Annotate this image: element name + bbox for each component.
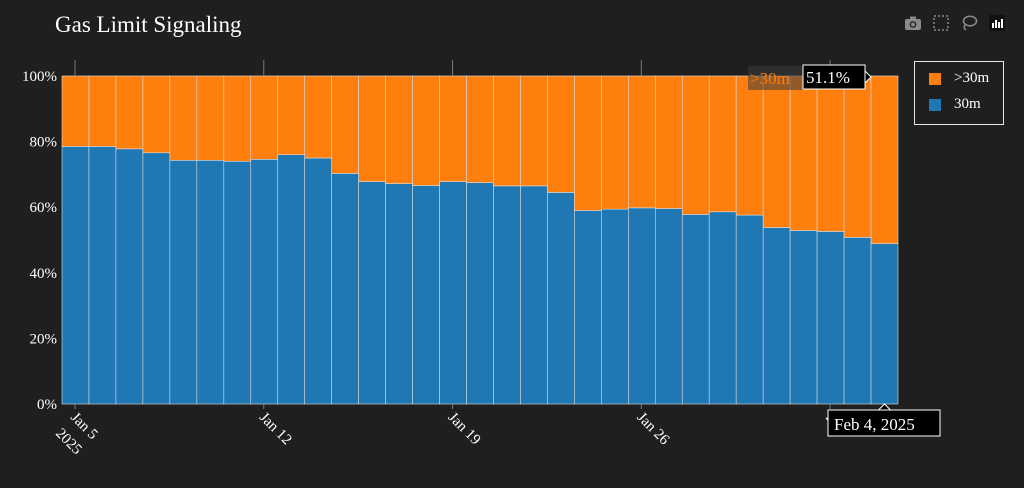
bar-30m [331,173,359,405]
bar-above-30m [358,75,386,182]
hover-value-box [802,64,866,90]
bar-above-30m [708,75,737,213]
bar-above-30m [654,75,683,209]
bar-above-30m [223,75,252,162]
hover-labels: >30m 51.1% Feb 4, 2025 [748,64,941,437]
bar-above-30m [843,75,872,238]
bar-30m [223,160,252,405]
bar-above-30m [628,75,656,209]
bar-30m [520,185,548,405]
bar-above-30m [816,75,845,232]
hover-value-pointer [864,69,872,85]
legend-item-base[interactable]: 30m [929,96,981,113]
bar-above-30m [789,75,818,231]
bar-30m [601,208,629,405]
hover-date-pointer [877,403,892,411]
bar-above-30m [196,75,225,161]
y-axis: 0% 20% 40% 60% 80% 100% [22,69,57,413]
bar-30m [61,146,90,405]
bar-above-30m [870,75,899,244]
bar-above-30m [142,75,171,154]
y-tick-label: 80% [30,135,58,151]
legend-label-base: 30m [954,96,981,112]
y-tick-label: 40% [30,266,58,282]
hover-value-label: 51.1% [806,68,850,87]
box-select-icon[interactable] [932,14,950,32]
bar-30m [654,208,683,405]
bar-30m [88,146,117,405]
bar-30m [762,227,791,405]
bar-above-30m [412,75,440,186]
lasso-select-icon[interactable] [960,14,978,32]
x-tick-label: Jan 19 [445,410,484,449]
legend-swatch-base [929,98,941,111]
bar-30m [439,181,467,405]
bar-30m [196,159,225,405]
bar-above-30m [277,75,306,156]
bar-30m [735,214,764,405]
bar-30m [870,243,899,405]
y-tick-label: 100% [22,69,57,85]
camera-icon[interactable] [904,14,922,32]
legend-swatch-above [929,72,941,85]
bar-30m [547,192,575,405]
x-tick-label: Jan 26 [633,410,672,449]
bar-30m [412,185,440,405]
bar-above-30m [493,75,521,187]
bar-above-30m [169,75,198,161]
y-tick-label: 60% [30,200,58,216]
bar-30m [142,152,171,405]
bar-30m [466,182,494,405]
bar-30m [708,211,737,405]
bar-above-30m [250,75,279,160]
bar-above-30m [88,75,117,147]
hover-series-label: >30m [750,69,790,88]
bar-above-30m [61,75,90,147]
bar-30m [115,148,144,405]
plotly-logo-icon[interactable] [988,14,1006,32]
bar-above-30m [466,75,494,183]
bar-above-30m [331,75,359,174]
legend-label-above: >30m [954,70,990,86]
bar-30m [304,157,332,405]
bar-above-30m [115,75,144,150]
bar-30m [574,210,602,405]
chart-title: Gas Limit Signaling [55,12,242,37]
bar-30m [358,181,386,405]
bar-30m [789,230,818,405]
bar-30m [250,159,279,405]
x-tick-label: Jan 12 [256,410,295,449]
bar-above-30m [520,75,548,187]
bar-30m [169,159,198,405]
modebar [904,14,1006,32]
bar-30m [628,207,656,405]
bar-above-30m [385,75,413,184]
hover-series-bg [748,66,804,90]
bar-30m [385,183,413,405]
bar-above-30m [735,75,764,216]
y-tick-label: 20% [30,331,58,347]
bar-30m [493,185,521,405]
bar-30m [843,237,872,405]
bar-above-30m [762,75,791,228]
bar-above-30m [601,75,629,210]
bar-30m [681,214,710,405]
legend: >30m 30m [914,61,1004,125]
bar-above-30m [681,75,710,215]
bar-above-30m [439,75,467,182]
bar-above-30m [574,75,602,211]
bar-30m [277,154,306,405]
hover-date-box [827,409,941,437]
bar-above-30m [547,75,575,193]
legend-item-above[interactable]: >30m [929,70,989,87]
y-tick-label: 0% [37,397,57,413]
bar-above-30m [304,75,332,159]
bars [61,75,899,405]
hover-date-label: Feb 4, 2025 [834,415,915,434]
bar-30m [816,231,845,405]
